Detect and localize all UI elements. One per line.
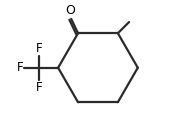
Text: F: F bbox=[36, 81, 42, 94]
Text: O: O bbox=[66, 4, 76, 17]
Text: F: F bbox=[17, 61, 23, 74]
Text: F: F bbox=[36, 42, 42, 55]
